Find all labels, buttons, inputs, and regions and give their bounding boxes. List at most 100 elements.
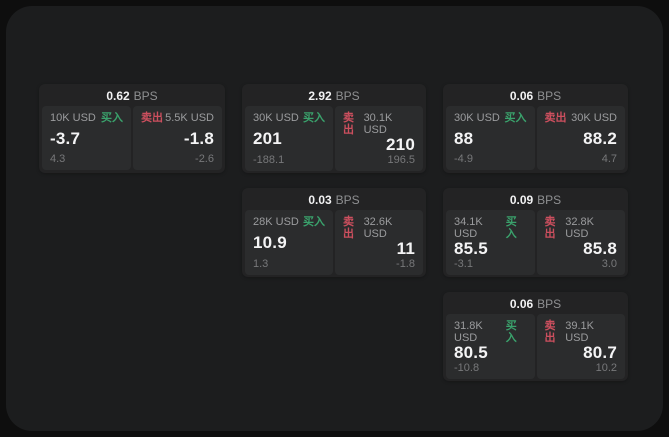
quote-card: 2.92 BPS 30K USD 买入 201 -188.1 卖出 30.1K … xyxy=(242,84,426,173)
buy-panel-top: 28K USD 买入 xyxy=(253,216,325,228)
buy-panel[interactable]: 28K USD 买入 10.9 1.3 xyxy=(245,210,333,275)
buy-panel-top: 30K USD 买入 xyxy=(253,112,325,124)
buy-amount: 28K USD xyxy=(253,216,299,228)
sell-panel-top: 卖出 30K USD xyxy=(545,112,618,124)
bps-value: 0.09 xyxy=(509,193,534,207)
quotes-grid: 0.62 BPS 10K USD 买入 -3.7 4.3 卖出 5.5K USD… xyxy=(39,84,628,381)
sell-side-label: 卖出 xyxy=(343,112,354,136)
sell-side-label: 卖出 xyxy=(544,320,556,344)
card-header: 0.06 BPS xyxy=(446,295,625,314)
buy-delta: 1.3 xyxy=(253,258,269,270)
buy-side-label: 买入 xyxy=(504,112,527,124)
bps-unit-label: BPS xyxy=(537,89,562,103)
card-panels: 30K USD 买入 201 -188.1 卖出 30.1K USD 210 1… xyxy=(245,106,423,171)
buy-panel-top: 10K USD 买入 xyxy=(50,112,123,124)
dashboard-panel: 0.62 BPS 10K USD 买入 -3.7 4.3 卖出 5.5K USD… xyxy=(6,6,663,431)
bps-value: 0.62 xyxy=(106,89,130,103)
quote-card: 0.06 BPS 31.8K USD 买入 80.5 -10.8 卖出 39.1… xyxy=(443,292,628,381)
card-panels: 31.8K USD 买入 80.5 -10.8 卖出 39.1K USD 80.… xyxy=(446,314,625,379)
buy-price: -3.7 xyxy=(50,128,81,148)
sell-panel-top: 卖出 39.1K USD xyxy=(545,320,618,344)
buy-amount: 30K USD xyxy=(454,112,500,124)
sell-price: 11 xyxy=(396,239,415,258)
buy-panel[interactable]: 31.8K USD 买入 80.5 -10.8 xyxy=(446,314,535,379)
sell-panel[interactable]: 卖出 5.5K USD -1.8 -2.6 xyxy=(133,106,222,170)
sell-amount: 32.6K USD xyxy=(363,216,393,240)
sell-panel[interactable]: 卖出 32.8K USD 85.8 3.0 xyxy=(536,210,625,275)
sell-side-label: 卖出 xyxy=(141,112,163,124)
sell-panel[interactable]: 卖出 39.1K USD 80.7 10.2 xyxy=(536,314,625,379)
card-panels: 30K USD 买入 88 -4.9 卖出 30K USD 88.2 4.7 xyxy=(446,106,625,170)
sell-amount: 30K USD xyxy=(571,112,617,124)
sell-delta: 196.5 xyxy=(387,154,415,166)
buy-delta: -3.1 xyxy=(454,258,473,270)
buy-delta: -188.1 xyxy=(253,154,285,166)
sell-panel[interactable]: 卖出 30K USD 88.2 4.7 xyxy=(536,106,625,170)
buy-delta: -10.8 xyxy=(454,362,480,374)
sell-delta: -2.6 xyxy=(195,153,214,165)
bps-unit-label: BPS xyxy=(537,193,562,207)
buy-side-label: 买入 xyxy=(303,112,325,124)
sell-panel-top: 卖出 32.6K USD xyxy=(343,216,415,240)
card-header: 0.03 BPS xyxy=(245,191,423,210)
card-panels: 10K USD 买入 -3.7 4.3 卖出 5.5K USD -1.8 -2.… xyxy=(42,106,222,170)
sell-amount: 39.1K USD xyxy=(565,320,594,344)
buy-price: 10.9 xyxy=(253,233,287,252)
buy-panel-top: 31.8K USD 买入 xyxy=(454,320,527,344)
card-panels: 28K USD 买入 10.9 1.3 卖出 32.6K USD 11 -1.8 xyxy=(245,210,423,275)
bps-value: 0.06 xyxy=(509,297,534,311)
bps-unit-label: BPS xyxy=(335,89,360,103)
buy-price: 201 xyxy=(253,129,282,148)
sell-price: 80.7 xyxy=(583,343,617,362)
quote-card: 0.06 BPS 30K USD 买入 88 -4.9 卖出 30K USD 8… xyxy=(443,84,628,173)
sell-side-label: 卖出 xyxy=(343,216,354,240)
buy-panel[interactable]: 30K USD 买入 201 -188.1 xyxy=(245,106,333,171)
bps-unit-label: BPS xyxy=(133,89,158,103)
sell-panel[interactable]: 卖出 32.6K USD 11 -1.8 xyxy=(335,210,423,275)
sell-price: 85.8 xyxy=(583,239,617,258)
quote-card: 0.03 BPS 28K USD 买入 10.9 1.3 卖出 32.6K US… xyxy=(242,188,426,277)
buy-price: 85.5 xyxy=(454,239,488,258)
bps-unit-label: BPS xyxy=(537,297,562,311)
sell-price: -1.8 xyxy=(183,128,214,148)
buy-side-label: 买入 xyxy=(303,216,325,228)
sell-amount: 5.5K USD xyxy=(165,112,214,124)
sell-price: 88.2 xyxy=(583,128,617,148)
sell-panel-top: 卖出 5.5K USD xyxy=(141,112,214,124)
bps-unit-label: BPS xyxy=(335,193,360,207)
quote-card: 0.09 BPS 34.1K USD 买入 85.5 -3.1 卖出 32.8K… xyxy=(443,188,628,277)
bps-value: 0.03 xyxy=(308,193,332,207)
card-header: 0.06 BPS xyxy=(446,87,625,106)
card-header: 2.92 BPS xyxy=(245,87,423,106)
buy-price: 80.5 xyxy=(454,343,488,362)
buy-delta: -4.9 xyxy=(454,153,473,165)
card-header: 0.62 BPS xyxy=(42,87,222,106)
buy-amount: 10K USD xyxy=(50,112,96,124)
bps-value: 0.06 xyxy=(509,89,534,103)
buy-side-label: 买入 xyxy=(505,320,517,344)
sell-delta: 3.0 xyxy=(601,258,617,270)
sell-panel[interactable]: 卖出 30.1K USD 210 196.5 xyxy=(335,106,423,171)
sell-delta: 4.7 xyxy=(601,153,617,165)
card-header: 0.09 BPS xyxy=(446,191,625,210)
sell-delta: -1.8 xyxy=(396,258,415,270)
buy-amount: 34.1K USD xyxy=(454,216,483,240)
buy-delta: 4.3 xyxy=(50,153,66,165)
buy-side-label: 买入 xyxy=(505,216,517,240)
sell-amount: 32.8K USD xyxy=(565,216,594,240)
buy-panel[interactable]: 34.1K USD 买入 85.5 -3.1 xyxy=(446,210,535,275)
buy-panel-top: 30K USD 买入 xyxy=(454,112,527,124)
buy-panel[interactable]: 30K USD 买入 88 -4.9 xyxy=(446,106,535,170)
sell-amount: 30.1K USD xyxy=(363,112,393,136)
buy-side-label: 买入 xyxy=(101,112,123,124)
buy-price: 88 xyxy=(454,128,474,148)
sell-side-label: 卖出 xyxy=(544,216,556,240)
sell-delta: 10.2 xyxy=(595,362,617,374)
buy-amount: 31.8K USD xyxy=(454,320,483,344)
bps-value: 2.92 xyxy=(308,89,332,103)
buy-panel[interactable]: 10K USD 买入 -3.7 4.3 xyxy=(42,106,131,170)
quote-card: 0.62 BPS 10K USD 买入 -3.7 4.3 卖出 5.5K USD… xyxy=(39,84,225,173)
sell-panel-top: 卖出 30.1K USD xyxy=(343,112,415,136)
buy-amount: 30K USD xyxy=(253,112,299,124)
card-panels: 34.1K USD 买入 85.5 -3.1 卖出 32.8K USD 85.8… xyxy=(446,210,625,275)
